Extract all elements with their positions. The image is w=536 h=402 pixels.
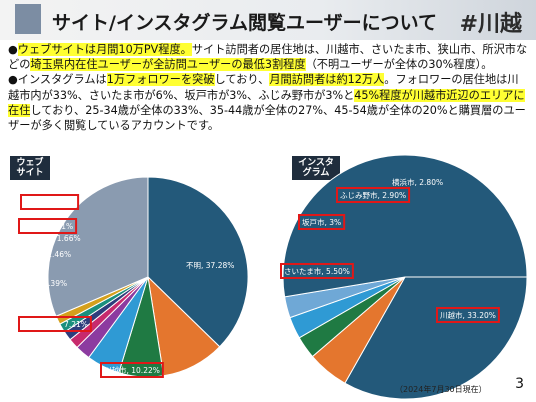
highlight-pv: ウェブサイトは月間10万PV程度。 (17, 43, 192, 56)
highlight-visitors: 月間訪問者は約12万人 (269, 73, 385, 87)
insta-data-label: さいたま市, 5.50% (284, 266, 350, 276)
highlight-followers: 1万フォロワーを突破 (106, 73, 215, 87)
insta-data-label: 坂戸市, 3% (302, 217, 341, 227)
text: しており、 (214, 73, 270, 87)
insta-data-label: ふじみ野市, 2.90% (340, 190, 406, 200)
insta-highlight-box (436, 307, 500, 323)
web-slice (55, 276, 149, 325)
insta-data-label: 川越市, 33.20% (440, 310, 496, 320)
insta-highlight-box (280, 263, 354, 279)
text: 。フォロワーの居住地は川越市内が33%、さいたま市が6%、坂戸市が3%、ふじみ野… (8, 73, 519, 102)
paragraph-website: ●ウェブサイトは月間10万PV程度。サイト訪問者の居住地は、川越市、さいたま市、… (8, 42, 528, 72)
text: （不明ユーザーが全体の30%程度）。 (305, 58, 493, 72)
web-slice (63, 276, 149, 341)
website-chart-label: ウェブ サイト (10, 156, 50, 180)
insta-slice (289, 276, 406, 339)
web-data-label: 所沢市, 1.51% (22, 221, 73, 231)
text: サイト訪問者の居住地は、川越市、さいたま市、狭山市、所沢市などの (8, 43, 528, 72)
web-slice (147, 275, 221, 377)
web-data-label: さいたま市, 7.21% (22, 319, 88, 329)
web-data-label: 不明, 37.28% (186, 261, 234, 270)
insta-slice (284, 276, 406, 319)
web-slice (88, 276, 149, 374)
web-slice (118, 276, 165, 378)
paragraph-instagram: ●インスタグラムは1万フォロワーを突破しており、月間訪問者は約12万人。フォロワ… (8, 72, 528, 133)
date-note: （2024年7月30日現在） (395, 385, 487, 394)
header-accent (15, 4, 41, 34)
web-data-label: 港区, 1.46% (24, 209, 68, 219)
web-slice (147, 176, 249, 348)
insta-highlight-box (336, 187, 411, 203)
web-highlight-box (100, 362, 164, 378)
bullet: ● (8, 43, 18, 56)
bullet: ● (8, 73, 18, 87)
web-slice (47, 176, 149, 317)
page-title: サイト/インスタグラム閲覧ユーザーについて (52, 12, 438, 34)
insta-slice (311, 276, 406, 384)
web-slice (69, 276, 149, 349)
insta-slice (344, 276, 528, 400)
web-data-label: 千代田区, 1.66% (22, 233, 81, 243)
insta-highlight-box (298, 214, 346, 230)
page-number: 3 (515, 376, 524, 392)
web-data-label: 渋谷区, 2.46% (20, 249, 71, 259)
web-slice (76, 276, 149, 359)
text: インスタグラムは (17, 73, 107, 87)
web-data-label: 狭山市, 1.39% (24, 197, 75, 207)
web-highlight-box (20, 194, 80, 210)
instagram-chart-label: インスタ グラム (292, 156, 340, 180)
web-slice (59, 276, 149, 333)
header-bar: サイト/インスタグラム閲覧ユーザーについて #川越 (0, 0, 536, 40)
web-data-label: 川越市, 10.22% (104, 365, 160, 375)
insta-data-label: 横浜市, 2.80% (392, 177, 443, 187)
web-highlight-box (18, 218, 78, 234)
insta-slice (298, 276, 406, 358)
description-text: ●ウェブサイトは月間10万PV程度。サイト訪問者の居住地は、川越市、さいたま市、… (8, 42, 528, 133)
text: しており、25-34歳が全体の33%、35-44歳が全体の27%、45-54歳が… (8, 103, 526, 133)
highlight-saitama-users: 埼玉県内在住ユーザーが全訪問ユーザーの最低3割程度 (30, 58, 306, 72)
hashtag: #川越 (459, 12, 522, 37)
web-highlight-box (18, 316, 92, 332)
web-data-label: 新宿区, 5.39% (16, 278, 67, 288)
